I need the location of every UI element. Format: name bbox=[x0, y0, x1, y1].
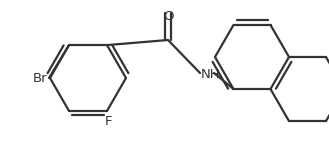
Text: Br: Br bbox=[32, 71, 47, 85]
Text: O: O bbox=[163, 10, 173, 23]
Text: NH: NH bbox=[201, 67, 221, 81]
Text: F: F bbox=[105, 115, 113, 128]
